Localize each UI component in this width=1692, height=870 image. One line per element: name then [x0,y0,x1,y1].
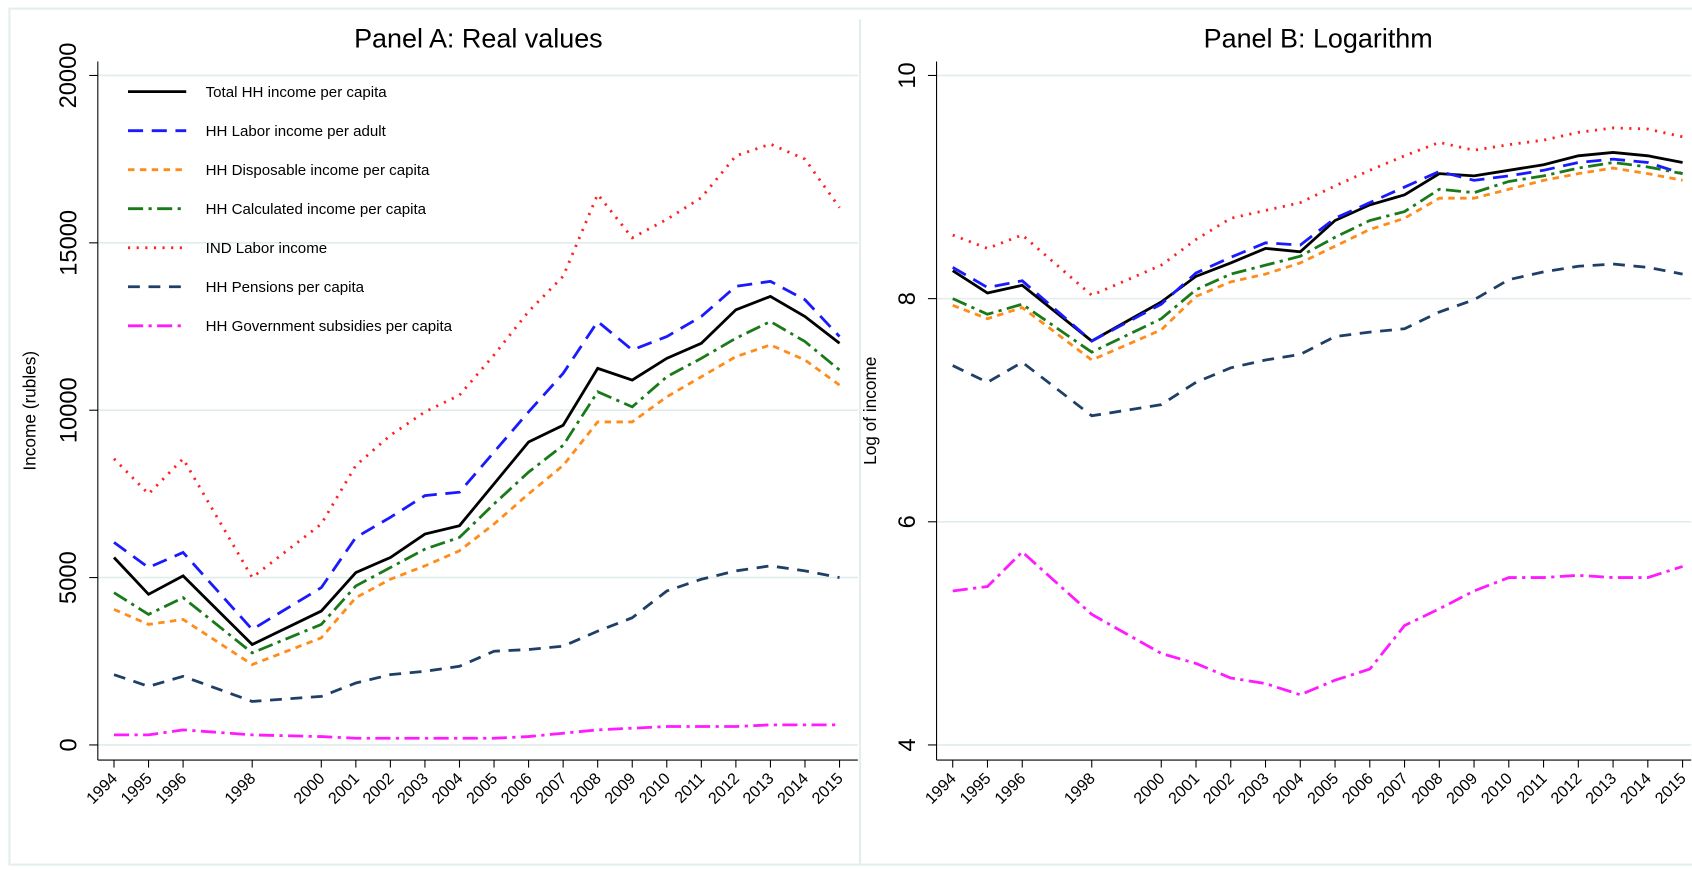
legend-label: HH Calculated income per capita [206,201,427,218]
legend-label: IND Labor income [206,240,328,257]
frame [8,7,1692,866]
series-line [113,319,841,655]
chart-title: Panel B: Logarithm [1204,23,1433,53]
series-line [113,279,841,632]
legend-label: HH Labor income per adult [206,123,387,140]
series-line [113,723,840,740]
y-axis-label: Income (rubles) [19,351,39,471]
legend-label: HH Disposable income per capita [206,162,430,179]
y-tick-label: 20000 [56,43,82,109]
series-line [952,161,1683,354]
y-tick-label: 10 [895,62,921,88]
y-tick-label: 0 [56,738,82,751]
series-line [113,564,840,703]
series-line [952,157,1684,343]
y-tick-label: 6 [895,515,921,528]
series-line [952,549,1684,697]
y-tick-label: 8 [895,292,921,305]
series-line [952,262,1683,418]
legend-label: HH Pensions per capita [206,279,365,296]
y-tick-label: 10000 [56,377,82,443]
legend-label: HH Government subsidies per capita [206,318,453,335]
legend-label: Total HH income per capita [206,84,388,101]
series-line [113,343,841,667]
series-line [112,142,841,580]
chart-title: Panel A: Real values [354,23,603,53]
y-tick-label: 5000 [56,551,82,604]
series-line [112,294,841,647]
y-tick-label: 15000 [56,210,82,276]
y-tick-label: 4 [895,738,921,751]
y-axis-label: Log of income [860,357,880,465]
series-line [952,166,1683,362]
